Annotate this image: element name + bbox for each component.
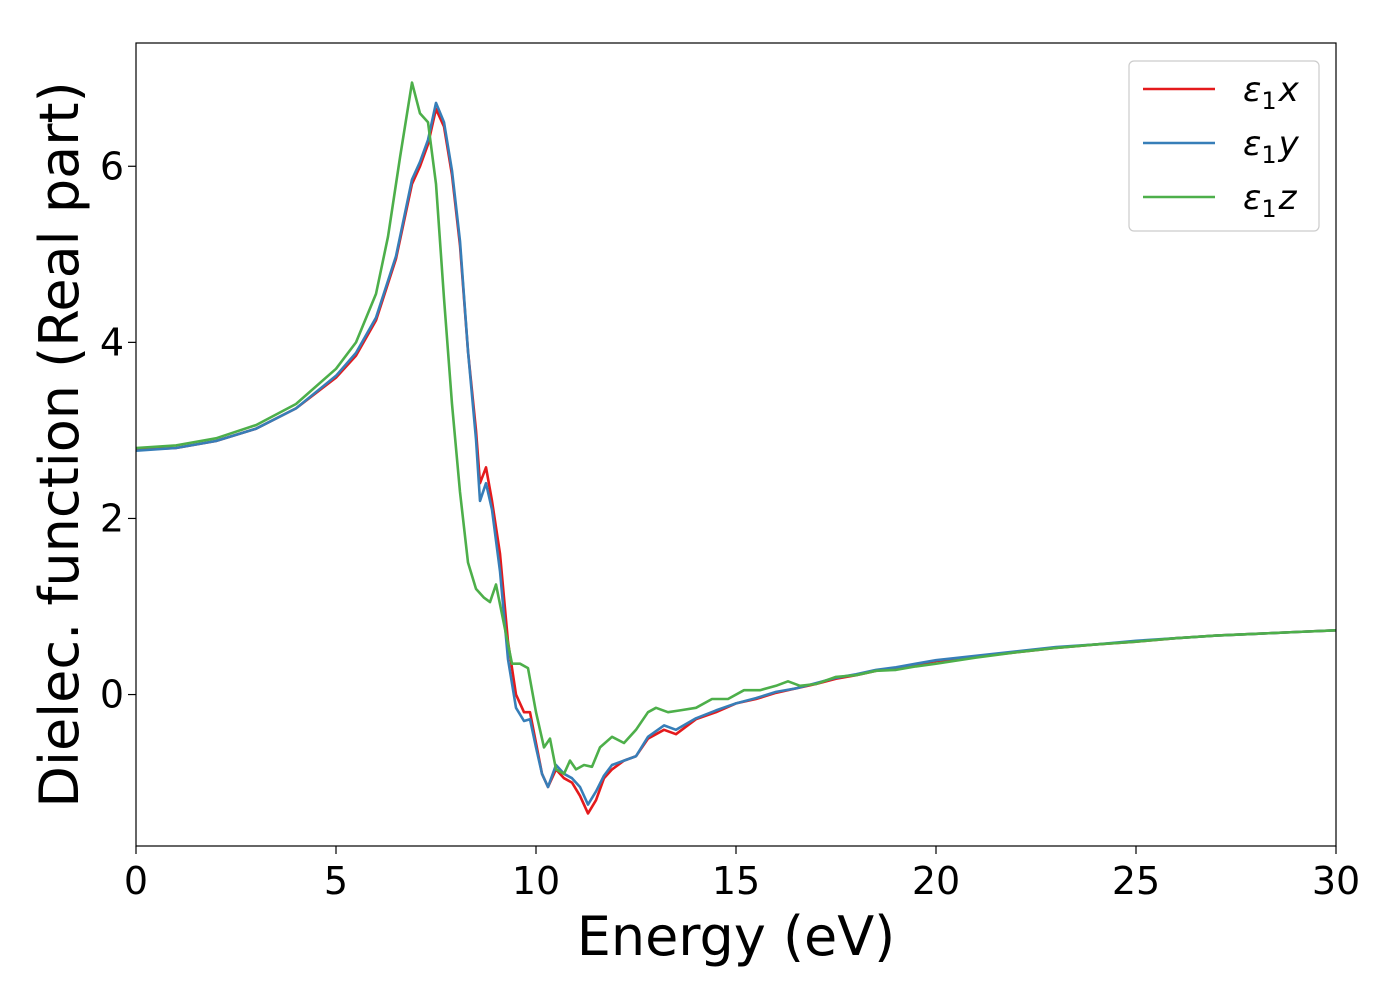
legend-label: ε1z — [1243, 178, 1298, 223]
legend-box — [1128, 60, 1320, 232]
series-line-z — [135, 81, 1337, 776]
x-tick-label: 25 — [1112, 859, 1160, 903]
y-tick-label: 0 — [100, 673, 124, 717]
x-tick-label: 10 — [512, 859, 560, 903]
y-axis-label: Dielec. function (Real part) — [28, 81, 91, 807]
legend-item-x: ε1x — [1143, 70, 1300, 115]
y-tick-label: 2 — [100, 496, 124, 540]
x-tick-label: 5 — [324, 859, 348, 903]
legend-label: ε1x — [1243, 70, 1300, 115]
legend-item-y: ε1y — [1143, 124, 1300, 169]
x-tick-label: 15 — [712, 859, 760, 903]
x-axis-label: Energy (eV) — [577, 905, 896, 968]
legend-label: ε1y — [1243, 124, 1300, 169]
series-line-y — [135, 101, 1337, 806]
x-tick-label: 20 — [912, 859, 960, 903]
legend: ε1x ε1y ε1z — [1128, 60, 1320, 232]
axis-ticks: 0 5 10 15 20 25 30 0 2 4 6 — [100, 144, 1360, 903]
y-tick-label: 6 — [100, 144, 124, 188]
x-tick-label: 0 — [124, 859, 148, 903]
series-lines — [135, 81, 1337, 815]
legend-item-z: ε1z — [1143, 178, 1298, 223]
x-tick-label: 30 — [1312, 859, 1360, 903]
y-tick-label: 4 — [100, 320, 124, 364]
